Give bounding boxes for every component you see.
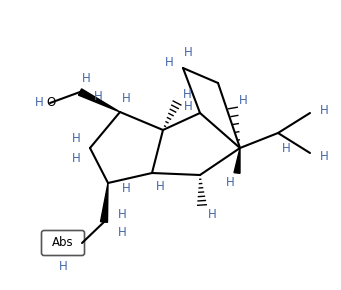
Text: H: H	[118, 208, 127, 220]
Text: H: H	[320, 150, 328, 162]
Polygon shape	[234, 148, 240, 173]
Text: H: H	[320, 104, 328, 117]
FancyBboxPatch shape	[42, 231, 85, 255]
Text: H: H	[118, 226, 127, 238]
Text: H: H	[165, 57, 173, 70]
Text: H: H	[183, 88, 191, 102]
Polygon shape	[101, 183, 108, 222]
Text: O: O	[46, 97, 56, 110]
Text: H: H	[72, 151, 80, 164]
Text: H: H	[81, 72, 90, 86]
Text: H: H	[155, 180, 164, 193]
Text: H: H	[183, 46, 192, 59]
Text: H: H	[208, 209, 217, 222]
Text: H: H	[35, 97, 43, 110]
Text: H: H	[239, 93, 247, 106]
Text: H: H	[282, 142, 291, 155]
Text: H: H	[122, 182, 130, 195]
Text: H: H	[94, 90, 102, 104]
Text: Abs: Abs	[52, 237, 74, 249]
Text: H: H	[183, 101, 192, 113]
Text: H: H	[72, 131, 80, 144]
Text: H: H	[122, 93, 130, 106]
Text: H: H	[226, 175, 234, 188]
Text: H: H	[59, 260, 68, 273]
Polygon shape	[78, 89, 120, 112]
